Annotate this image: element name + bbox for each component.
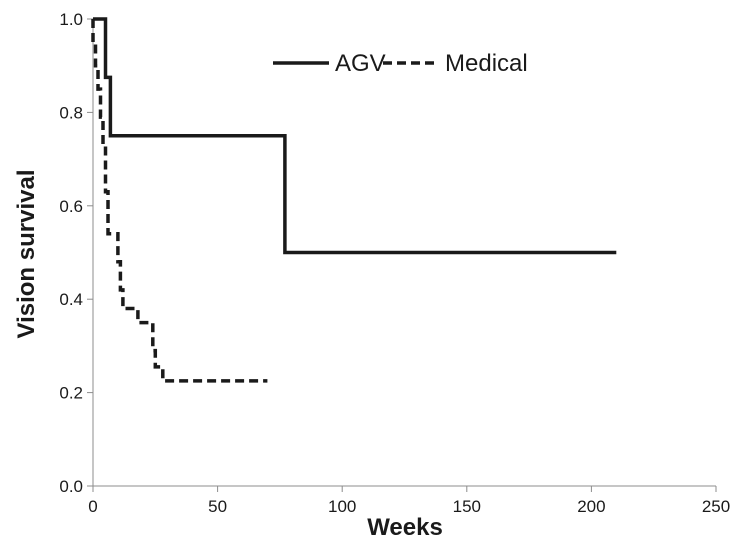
y-tick-label: 1.0: [59, 10, 83, 29]
y-tick-label: 0.2: [59, 384, 83, 403]
axes: 0.0 0.2 0.4 0.6 0.8 1.0 0 50 100 150 200 250: [59, 10, 730, 516]
legend-label-agv: AGV: [335, 50, 386, 77]
x-axis-title: Weeks: [367, 514, 443, 541]
series-layer: [91, 17, 617, 383]
series-line-agv: [93, 17, 617, 255]
x-tick-label: 150: [453, 497, 481, 516]
x-tick-label: 0: [88, 497, 97, 516]
x-tick-label: 50: [208, 497, 227, 516]
legend-label-medical: Medical: [445, 50, 528, 77]
y-tick-label: 0.6: [59, 197, 83, 216]
legend: AGV Medical: [273, 50, 528, 77]
series-line-medical: [91, 19, 268, 383]
y-axis-title: Vision survival: [13, 170, 40, 339]
x-tick-label: 200: [577, 497, 605, 516]
y-tick-label: 0.8: [59, 103, 83, 122]
x-tick-label: 250: [702, 497, 730, 516]
y-tick-label: 0.0: [59, 477, 83, 496]
x-tick-label: 100: [328, 497, 356, 516]
y-tick-label: 0.4: [59, 290, 83, 309]
